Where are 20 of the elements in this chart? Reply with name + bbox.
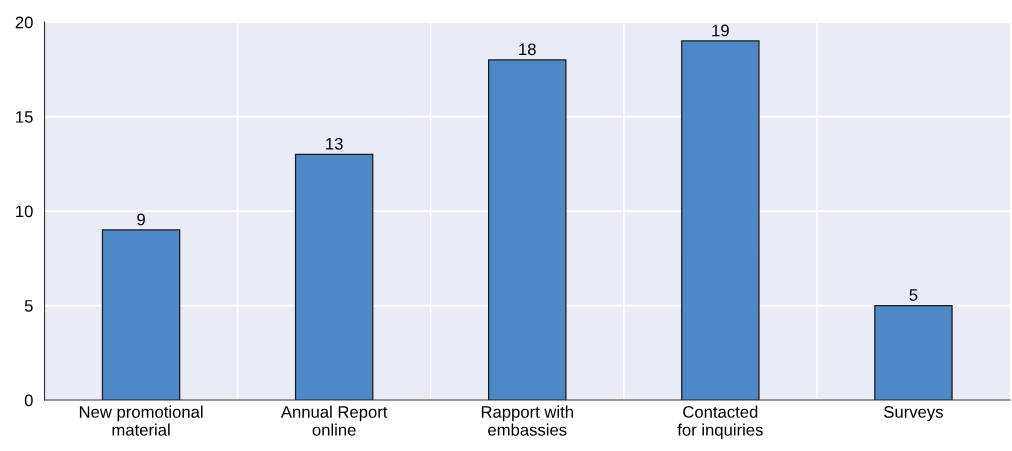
bar — [101, 229, 181, 401]
y-tick-label: 5 — [24, 300, 33, 312]
data-label: 19 — [712, 24, 729, 37]
y-tick-label: 0 — [24, 394, 33, 407]
bar — [681, 40, 760, 401]
bar — [294, 153, 374, 401]
data-label: 9 — [137, 213, 145, 226]
x-tick-label: Surveys — [884, 406, 943, 422]
x-tick-label: Rapport with embassies — [481, 405, 573, 436]
bar — [488, 59, 567, 401]
data-label: 18 — [519, 43, 536, 56]
y-tick-label: 10 — [16, 205, 33, 218]
y-tick-label: 15 — [16, 111, 33, 123]
data-label: 5 — [909, 289, 918, 301]
bar — [874, 304, 953, 401]
x-tick-label: Annual Report online — [280, 405, 388, 436]
x-tick-label: Contacted for inquiries — [677, 405, 763, 440]
y-tick-label: 20 — [15, 16, 33, 29]
x-tick-label: New promotional material — [79, 405, 203, 436]
data-label: 13 — [326, 137, 343, 150]
